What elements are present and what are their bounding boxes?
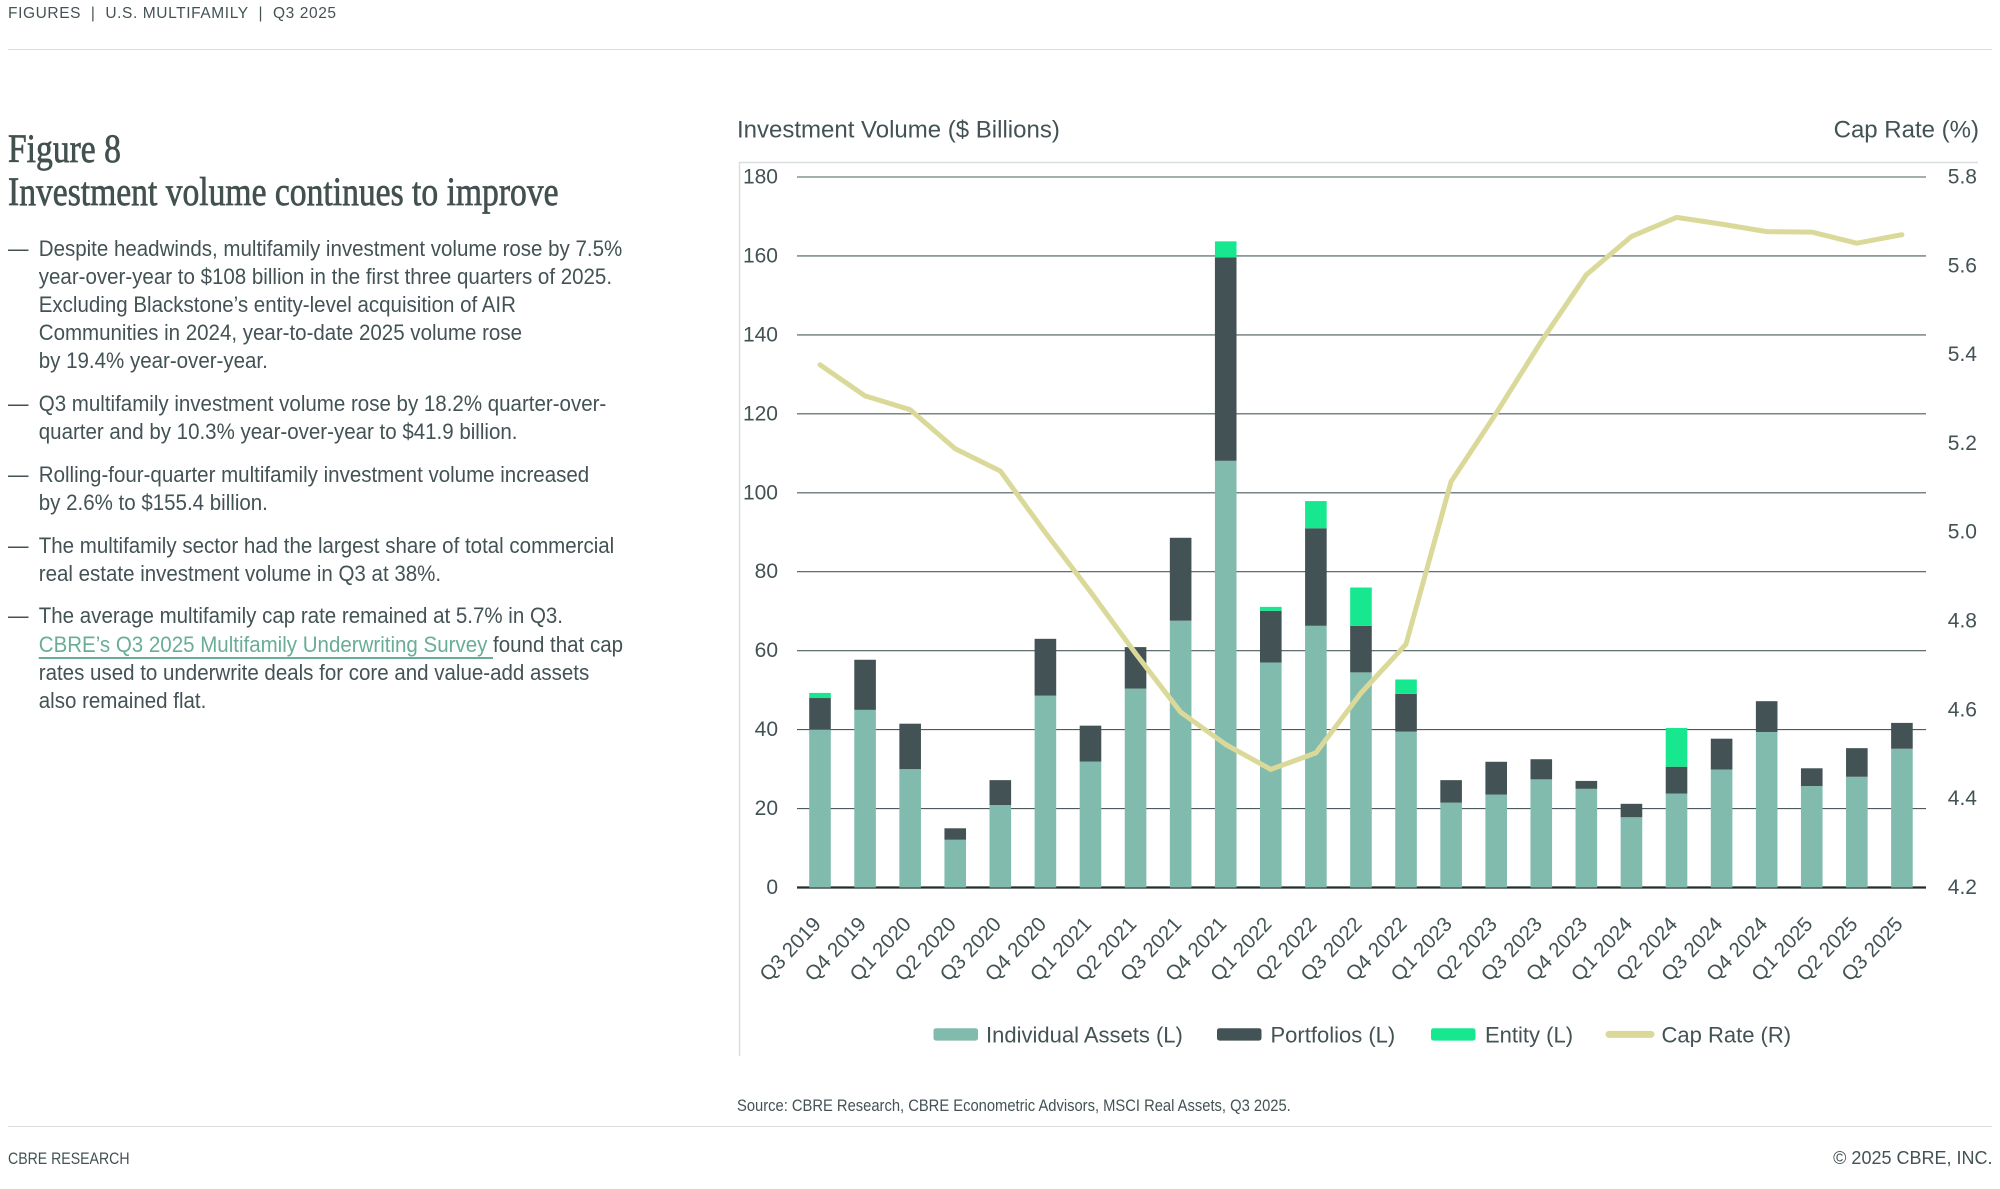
svg-text:160: 160 [743,244,778,267]
svg-text:5.2: 5.2 [1948,432,1977,455]
svg-text:Portfolios (L): Portfolios (L) [1271,1022,1396,1047]
svg-text:5.8: 5.8 [1948,166,1977,189]
svg-text:4.6: 4.6 [1948,698,1977,721]
svg-text:180: 180 [743,166,778,189]
svg-text:0: 0 [766,876,778,899]
svg-text:40: 40 [755,718,778,741]
svg-text:4.8: 4.8 [1948,610,1977,633]
svg-text:Cap Rate (%): Cap Rate (%) [1834,117,1979,144]
svg-text:20: 20 [755,797,778,820]
svg-text:Entity (L): Entity (L) [1485,1022,1573,1047]
svg-text:100: 100 [743,481,778,504]
svg-text:Individual Assets (L): Individual Assets (L) [986,1022,1183,1047]
svg-text:4.4: 4.4 [1948,787,1978,810]
svg-text:5.6: 5.6 [1948,254,1977,277]
svg-text:80: 80 [755,560,778,583]
svg-text:60: 60 [755,639,778,662]
svg-text:4.2: 4.2 [1948,876,1977,899]
svg-text:5.0: 5.0 [1948,521,1977,544]
svg-text:Investment Volume ($ Billions): Investment Volume ($ Billions) [737,117,1060,144]
svg-text:120: 120 [743,402,778,425]
svg-text:140: 140 [743,323,778,346]
svg-text:Cap Rate (R): Cap Rate (R) [1662,1022,1792,1047]
svg-text:5.4: 5.4 [1948,343,1978,366]
